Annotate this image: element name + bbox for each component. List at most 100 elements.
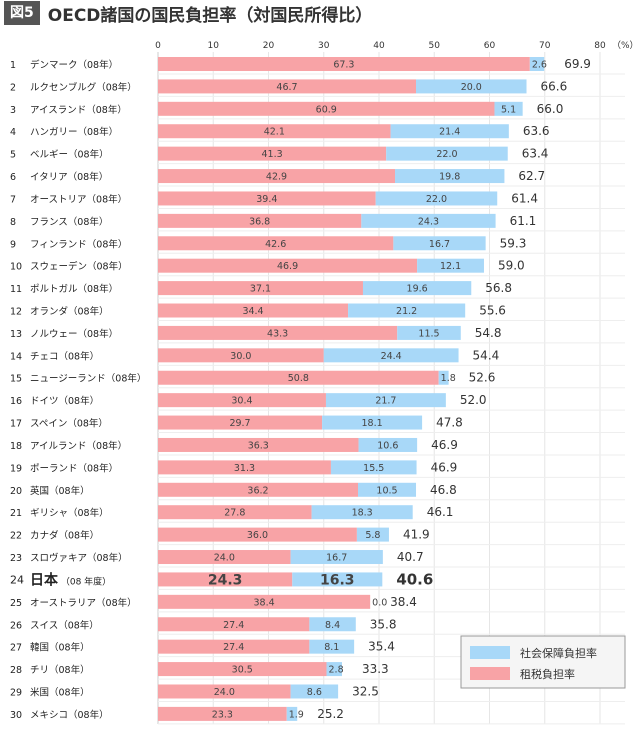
bar-tax xyxy=(158,370,439,385)
bar-social xyxy=(362,281,472,296)
data-label-total: 35.8 xyxy=(370,617,397,631)
chart-header: 図5 OECD諸国の国民負担率（対国民所得比） xyxy=(4,1,373,26)
category-label: 日本 （08 年度） xyxy=(30,571,111,588)
data-label-total: 52.6 xyxy=(469,371,496,385)
data-label-social: 10.5 xyxy=(376,485,397,496)
data-label-social: 21.7 xyxy=(375,396,396,407)
category-label: スロヴァキア（08年） xyxy=(30,552,128,564)
data-label-total: 52.0 xyxy=(460,393,487,407)
data-label-tax: 34.4 xyxy=(242,306,263,317)
category-label: ギリシャ（08年） xyxy=(30,507,109,519)
bar-tax xyxy=(158,662,327,677)
category-number: 20 xyxy=(10,486,22,497)
data-label-tax: 27.8 xyxy=(224,508,245,519)
category-label: チリ（08年） xyxy=(30,664,90,676)
category-label: ドイツ（08年） xyxy=(30,395,99,407)
data-label-social: 24.4 xyxy=(381,351,402,362)
category-number: 18 xyxy=(10,441,22,452)
data-label-social: 5.8 xyxy=(365,530,380,541)
bar-social xyxy=(416,79,527,94)
bar-tax xyxy=(158,415,323,430)
data-label-tax: 24.0 xyxy=(214,687,235,698)
data-label-social: 21.4 xyxy=(439,127,460,138)
data-label-social: 8.4 xyxy=(325,620,340,631)
data-label-social: 10.6 xyxy=(377,440,398,451)
data-label-social: 18.1 xyxy=(362,418,383,429)
data-label-tax: 30.0 xyxy=(230,351,251,362)
category-label: チェコ（08年） xyxy=(30,350,99,362)
data-label-total: 40.7 xyxy=(397,550,424,564)
category-label: ポーランド（08年） xyxy=(30,462,118,474)
category-number: 1 xyxy=(10,60,16,71)
data-label-tax: 24.0 xyxy=(214,553,235,564)
category-label: スイス（08年） xyxy=(30,619,99,631)
category-label: ノルウェー（08年） xyxy=(30,328,118,340)
category-number: 16 xyxy=(10,396,22,407)
category-number: 29 xyxy=(10,687,22,698)
category-label: 英国（08年） xyxy=(30,485,90,497)
bar-tax xyxy=(158,281,363,296)
data-label-tax: 23.3 xyxy=(212,709,233,720)
data-label-social: 2.8 xyxy=(329,665,344,676)
bar-social xyxy=(290,550,383,565)
category-number: 8 xyxy=(10,217,16,228)
bar-social xyxy=(311,505,413,520)
category-number: 17 xyxy=(10,419,22,430)
x-tick-label: 40 xyxy=(373,41,385,51)
bar-tax xyxy=(158,79,417,94)
bar-social xyxy=(326,662,342,677)
category-number: 28 xyxy=(10,665,22,676)
category-label: オランダ（08年） xyxy=(30,306,109,318)
data-label-total: 46.9 xyxy=(431,438,458,452)
category-label: 韓国（08年） xyxy=(30,642,90,654)
x-tick-label: 20 xyxy=(263,41,275,51)
category-label: カナダ（08年） xyxy=(30,530,99,542)
data-label-tax: 36.8 xyxy=(249,216,270,227)
bar-tax xyxy=(158,258,418,273)
category-number: 24 xyxy=(10,573,24,586)
data-label-social: 20.0 xyxy=(461,82,482,93)
category-label: アイルランド（08年） xyxy=(30,440,127,452)
category-label: ハンガリー（08年） xyxy=(30,126,118,138)
bar-tax xyxy=(158,550,291,565)
bar-social xyxy=(438,370,449,385)
data-label-social: 21.2 xyxy=(396,306,417,317)
data-label-tax: 24.3 xyxy=(208,572,243,588)
bar-social xyxy=(292,572,383,587)
data-label-tax: 42.6 xyxy=(265,239,286,250)
category-number: 5 xyxy=(10,150,16,161)
bar-social xyxy=(386,146,508,161)
data-label-tax: 46.9 xyxy=(277,261,298,272)
x-tick-label: 30 xyxy=(318,41,330,51)
figure-label: 図5 xyxy=(4,1,40,25)
chart-title: OECD諸国の国民負担率（対国民所得比） xyxy=(47,5,373,26)
data-label-social: 8.1 xyxy=(324,642,339,653)
category-number: 27 xyxy=(10,643,22,654)
bar-social xyxy=(494,101,523,116)
bar-social xyxy=(358,482,417,497)
category-number: 14 xyxy=(10,351,22,362)
category-number: 21 xyxy=(10,508,22,519)
data-label-total: 56.8 xyxy=(485,281,512,295)
bar-social xyxy=(325,393,446,408)
data-label-total: 66.0 xyxy=(537,102,564,116)
bar-tax xyxy=(158,124,391,139)
bar-tax xyxy=(158,393,326,408)
bar-social xyxy=(390,124,509,139)
category-label: 米国（08年） xyxy=(30,686,90,698)
category-number: 3 xyxy=(10,105,16,116)
data-label-total: 54.4 xyxy=(473,348,500,362)
data-label-tax: 36.3 xyxy=(248,440,269,451)
bar-social xyxy=(290,684,339,699)
data-label-total: 63.6 xyxy=(523,124,550,138)
bar-social xyxy=(361,213,496,228)
data-label-total: 59.0 xyxy=(498,259,525,273)
bar-tax xyxy=(158,57,530,71)
category-number: 4 xyxy=(10,127,16,138)
data-label-tax: 29.7 xyxy=(229,418,250,429)
data-label-total: 38.4 xyxy=(390,595,417,609)
bar-social xyxy=(348,303,466,318)
bar-tax xyxy=(158,639,310,654)
bar-social xyxy=(322,415,423,430)
